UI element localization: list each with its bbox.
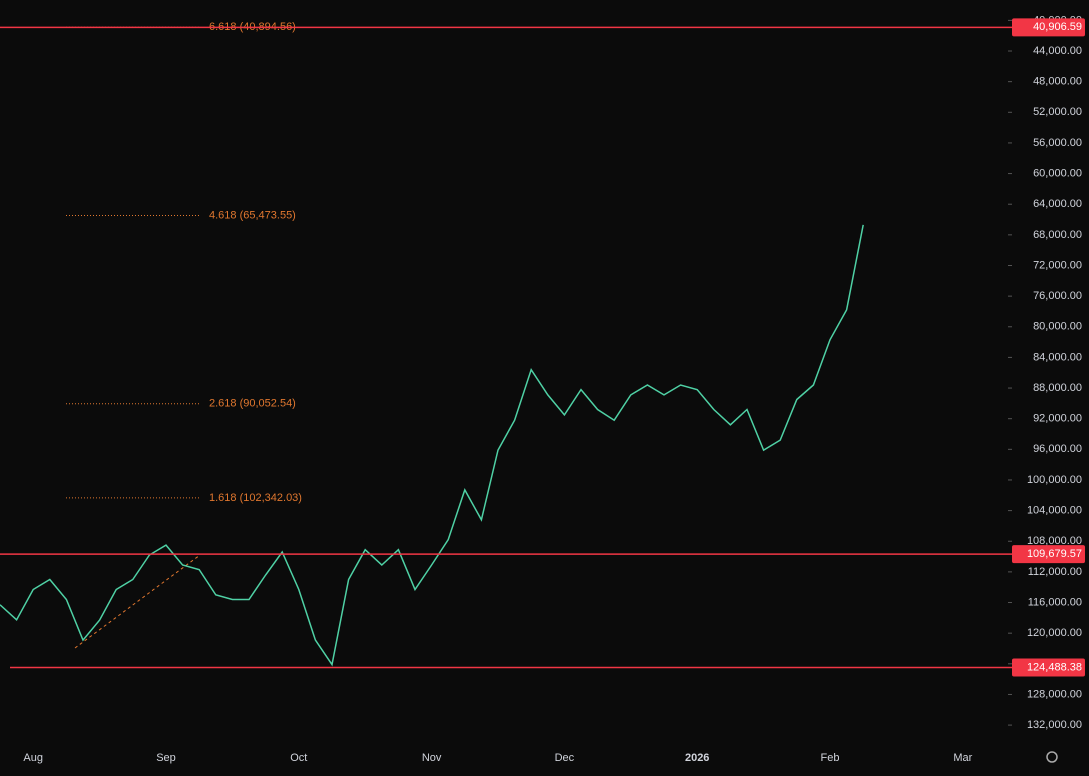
trend-line (74, 554, 201, 649)
y-tick-label: 72,000.00 (1033, 259, 1082, 271)
y-tick-label: 100,000.00 (1027, 474, 1082, 486)
y-tick-label: 88,000.00 (1033, 382, 1082, 394)
y-tick-label: 44,000.00 (1033, 45, 1082, 57)
fib-label: 1.618 (102,342.03) (209, 492, 302, 504)
y-tick-label: 120,000.00 (1027, 627, 1082, 639)
settings-icon[interactable] (1046, 751, 1058, 763)
y-tick-label: 68,000.00 (1033, 229, 1082, 241)
y-tick-label: 92,000.00 (1033, 413, 1082, 425)
y-tick-label: 116,000.00 (1028, 596, 1082, 608)
price-tag-label: 109,679.57 (1027, 548, 1082, 560)
x-tick-label: Oct (290, 752, 307, 764)
y-tick-label: 52,000.00 (1033, 106, 1082, 118)
price-tag (1012, 658, 1085, 677)
fib-label: 4.618 (65,473.55) (209, 209, 296, 221)
y-tick-label: 112,000.00 (1028, 566, 1082, 578)
price-tag-label: 40,906.59 (1033, 21, 1082, 33)
price-tag (1012, 545, 1085, 564)
y-tick-label: 60,000.00 (1033, 167, 1082, 179)
x-tick-label: 2026 (685, 752, 709, 764)
y-tick-label: 56,000.00 (1033, 137, 1082, 149)
y-tick-label: 84,000.00 (1033, 351, 1082, 363)
y-tick-label: 108,000.00 (1027, 535, 1082, 547)
x-tick-label: Mar (953, 752, 972, 764)
price-tag (1012, 18, 1085, 37)
y-tick-label: 132,000.00 (1027, 719, 1082, 731)
y-tick-label: 96,000.00 (1033, 443, 1082, 455)
y-tick-label: 128,000.00 (1027, 688, 1082, 700)
x-tick-label: Nov (422, 752, 442, 764)
fib-label: 2.618 (90,052.54) (209, 398, 296, 410)
gear[interactable] (1046, 751, 1058, 763)
y-tick-label: 80,000.00 (1033, 321, 1082, 333)
y-tick-label: 48,000.00 (1033, 76, 1082, 88)
x-tick-label: Feb (821, 752, 840, 764)
y-tick-label: 64,000.00 (1033, 198, 1082, 210)
price-line (0, 224, 864, 667)
price-tag-label: 124,488.38 (1027, 661, 1082, 673)
x-tick-label: Aug (23, 752, 43, 764)
x-tick-label: Sep (156, 752, 176, 764)
y-tick-label: 76,000.00 (1033, 290, 1082, 302)
x-tick-label: Dec (555, 752, 575, 764)
y-tick-label: 104,000.00 (1027, 505, 1082, 517)
